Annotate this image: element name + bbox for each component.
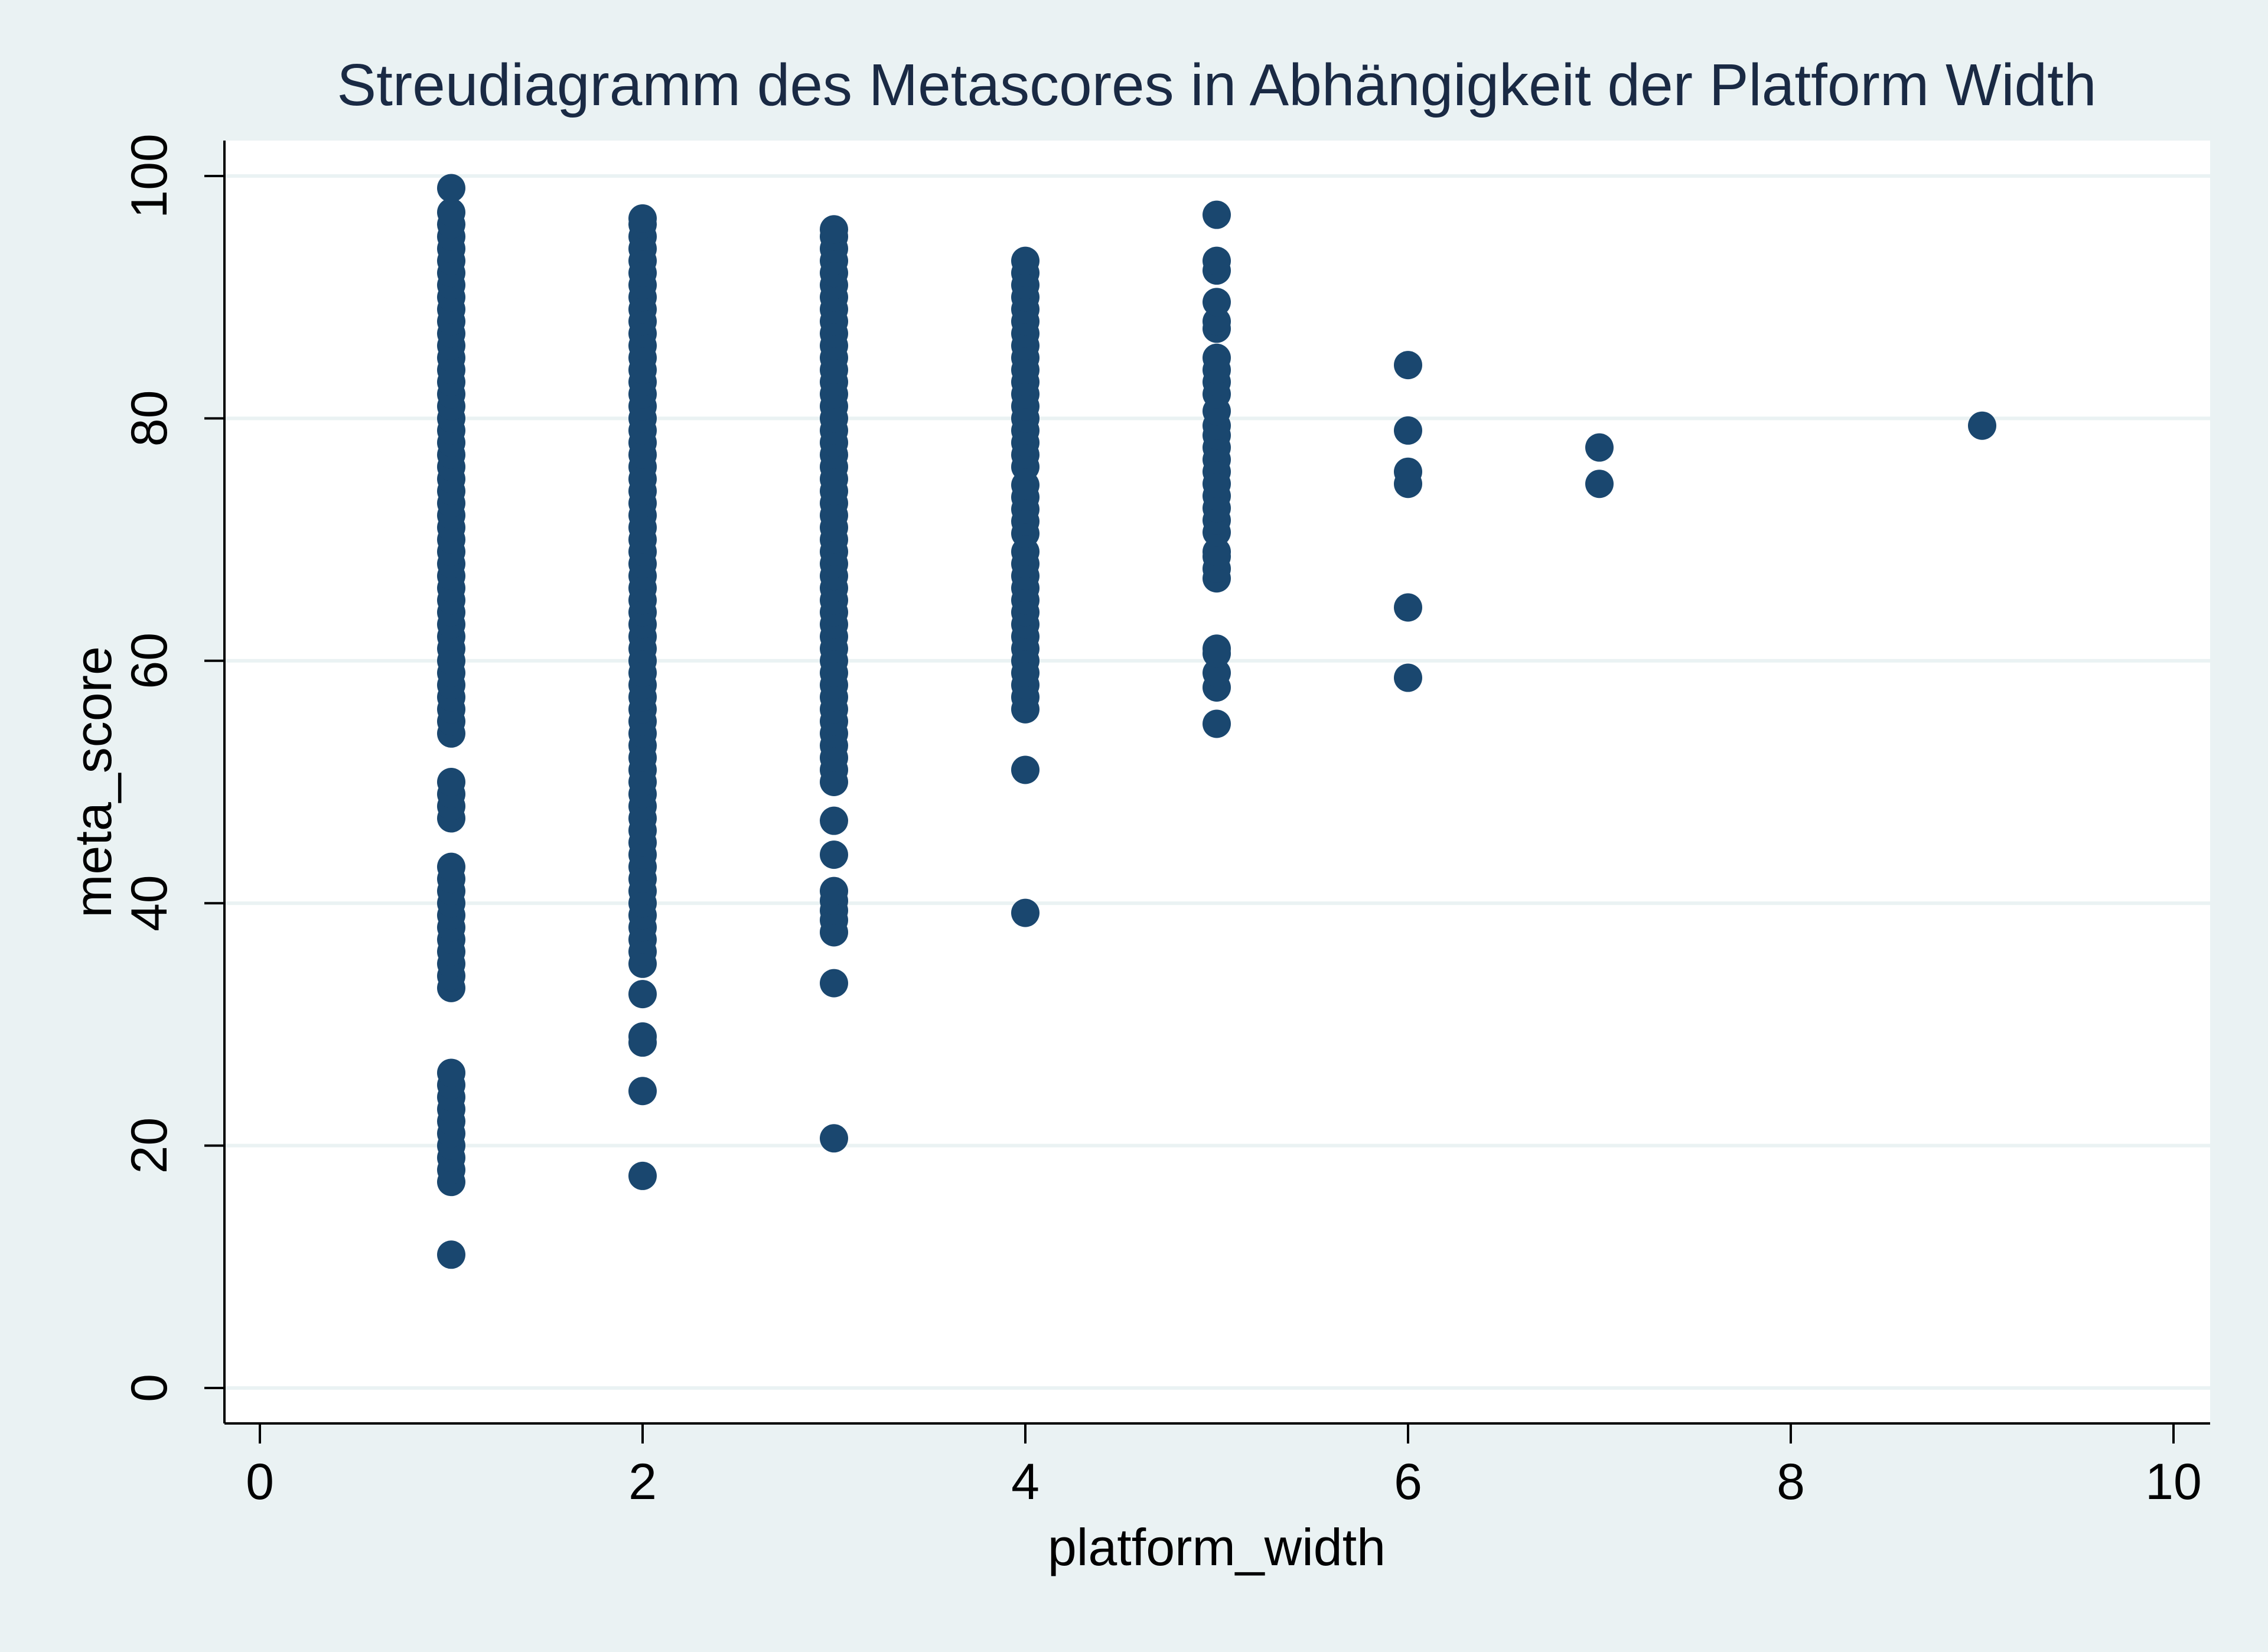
data-point bbox=[628, 204, 657, 233]
y-tick-label: 0 bbox=[121, 1374, 178, 1402]
x-axis-label: platform_width bbox=[1048, 1518, 1386, 1576]
x-axis-ticks: 0 2 4 6 8 10 bbox=[246, 1423, 2202, 1510]
x-tick-label: 10 bbox=[2145, 1454, 2202, 1510]
data-point bbox=[437, 1240, 465, 1269]
x-tick-label: 0 bbox=[246, 1454, 274, 1510]
data-point bbox=[1011, 246, 1040, 275]
data-point bbox=[1394, 351, 1422, 380]
data-point bbox=[820, 1124, 848, 1153]
data-point bbox=[1585, 470, 1614, 498]
data-point bbox=[1203, 246, 1231, 275]
data-point bbox=[628, 1022, 657, 1051]
y-tick-label: 100 bbox=[121, 133, 178, 219]
data-point bbox=[1968, 411, 1996, 440]
data-point bbox=[1394, 593, 1422, 622]
data-point bbox=[1394, 663, 1422, 692]
y-tick-label: 80 bbox=[121, 390, 178, 447]
y-axis-ticks: 0 20 40 60 80 100 bbox=[121, 133, 224, 1402]
gridlines bbox=[224, 174, 2210, 1390]
data-point bbox=[1011, 898, 1040, 927]
data-point bbox=[1203, 288, 1231, 317]
x-tick-label: 2 bbox=[628, 1454, 657, 1510]
data-point bbox=[1203, 709, 1231, 738]
data-point bbox=[1203, 307, 1231, 336]
data-point bbox=[628, 1161, 657, 1190]
data-point bbox=[437, 174, 465, 203]
y-tick-label: 20 bbox=[121, 1117, 178, 1174]
data-point bbox=[820, 840, 848, 869]
data-point bbox=[1585, 433, 1614, 462]
data-point bbox=[628, 980, 657, 1009]
data-points bbox=[437, 174, 1996, 1269]
data-point bbox=[437, 852, 465, 881]
data-point bbox=[820, 876, 848, 905]
data-point bbox=[437, 1058, 465, 1087]
x-tick-label: 8 bbox=[1777, 1454, 1805, 1510]
data-point bbox=[1011, 755, 1040, 784]
data-point bbox=[1203, 537, 1231, 566]
x-tick-label: 4 bbox=[1011, 1454, 1040, 1510]
data-point bbox=[820, 215, 848, 244]
data-point bbox=[1203, 200, 1231, 229]
y-tick-label: 60 bbox=[121, 633, 178, 689]
data-point bbox=[1394, 416, 1422, 445]
chart-title: Streudiagramm des Metascores in Abhängig… bbox=[337, 52, 2096, 118]
y-tick-label: 40 bbox=[121, 875, 178, 931]
y-axis-label: meta_score bbox=[64, 646, 122, 918]
data-point bbox=[1203, 634, 1231, 663]
data-point bbox=[1394, 457, 1422, 486]
data-point bbox=[437, 198, 465, 227]
data-point bbox=[1203, 659, 1231, 687]
data-point bbox=[1203, 343, 1231, 372]
data-point bbox=[820, 969, 848, 998]
data-point bbox=[437, 768, 465, 796]
data-point bbox=[820, 806, 848, 835]
x-tick-label: 6 bbox=[1394, 1454, 1422, 1510]
data-point bbox=[628, 1077, 657, 1106]
